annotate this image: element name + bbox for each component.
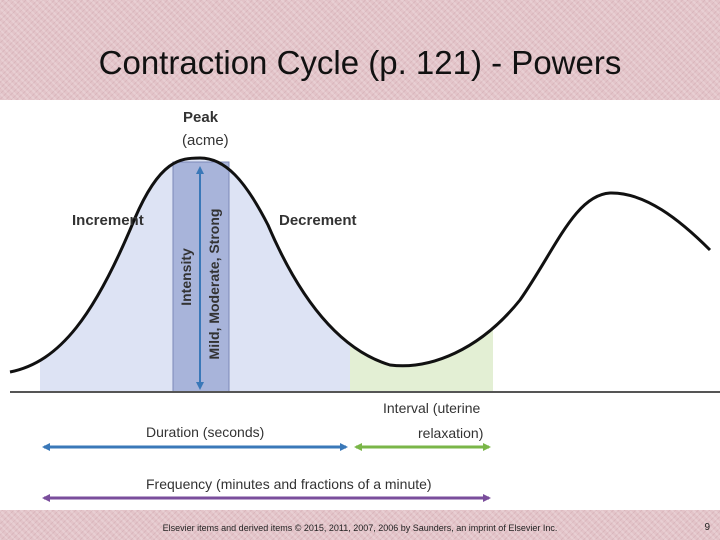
slide-footer: Elsevier items and derived items © 2015,… xyxy=(0,510,720,540)
acme-label: (acme) xyxy=(182,132,229,149)
decrement-label: Decrement xyxy=(279,212,357,229)
interval-area xyxy=(350,328,493,392)
interval-label-line1: Interval (uterine xyxy=(383,400,480,416)
slide-title: Contraction Cycle (p. 121) - Powers xyxy=(98,44,622,81)
duration-label: Duration (seconds) xyxy=(146,424,264,440)
increment-label: Increment xyxy=(72,212,144,229)
contraction-curve xyxy=(9,156,712,374)
intensity-levels-label: Mild, Moderate, Strong xyxy=(206,209,222,360)
intensity-label: Intensity xyxy=(178,248,194,306)
contraction-cycle-diagram: Intensity Mild, Moderate, Strong Peak (a… xyxy=(0,100,720,510)
copyright-text: Elsevier items and derived items © 2015,… xyxy=(162,523,558,533)
page-number: 9 xyxy=(704,522,710,533)
interval-label-line2: relaxation) xyxy=(418,425,483,441)
peak-label: Peak xyxy=(183,109,219,126)
frequency-label: Frequency (minutes and fractions of a mi… xyxy=(146,476,432,492)
